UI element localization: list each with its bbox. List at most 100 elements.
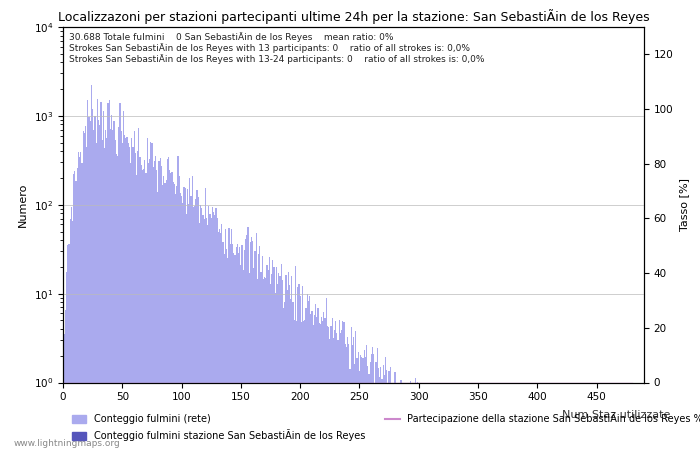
- Bar: [312, 311, 313, 450]
- Bar: [582, 382, 583, 450]
- Bar: [156, 170, 158, 450]
- Bar: [361, 357, 363, 450]
- Bar: [351, 345, 353, 450]
- Bar: [154, 161, 155, 450]
- Bar: [134, 153, 136, 450]
- Bar: [440, 382, 441, 450]
- Bar: [296, 320, 297, 450]
- Bar: [235, 247, 237, 450]
- Bar: [412, 382, 414, 450]
- Bar: [407, 382, 409, 450]
- Partecipazione della stazione San SebastiÃin de los Reyes %: [237, 380, 245, 385]
- Bar: [513, 382, 514, 450]
- Bar: [141, 165, 142, 450]
- Bar: [301, 322, 302, 450]
- Bar: [461, 382, 462, 450]
- Title: Localizzazoni per stazioni partecipanti ultime 24h per la stazione: San SebastiÃ: Localizzazoni per stazioni partecipanti …: [57, 9, 650, 24]
- Bar: [495, 382, 496, 450]
- Bar: [558, 382, 559, 450]
- Bar: [155, 156, 156, 450]
- Bar: [419, 382, 421, 450]
- Bar: [83, 131, 84, 450]
- Bar: [324, 318, 326, 450]
- Bar: [531, 382, 532, 450]
- Bar: [483, 382, 484, 450]
- Bar: [458, 382, 460, 450]
- Bar: [94, 117, 96, 450]
- Bar: [480, 382, 481, 450]
- Bar: [219, 230, 220, 450]
- Bar: [501, 382, 503, 450]
- Bar: [201, 208, 202, 450]
- Bar: [470, 382, 472, 450]
- Bar: [553, 382, 554, 450]
- Bar: [550, 382, 551, 450]
- Bar: [177, 156, 178, 450]
- Bar: [551, 382, 552, 450]
- Bar: [610, 382, 611, 450]
- Bar: [522, 382, 524, 450]
- Bar: [374, 382, 375, 450]
- Bar: [437, 382, 438, 450]
- Partecipazione della stazione San SebastiÃin de los Reyes %: [477, 380, 486, 385]
- Bar: [187, 189, 188, 450]
- Bar: [149, 159, 150, 450]
- Bar: [234, 255, 235, 450]
- Bar: [237, 244, 238, 450]
- Bar: [303, 321, 304, 450]
- Bar: [271, 274, 272, 450]
- Bar: [143, 170, 144, 450]
- Bar: [545, 382, 546, 450]
- Bar: [539, 382, 540, 450]
- Bar: [394, 372, 395, 450]
- Partecipazione della stazione San SebastiÃin de los Reyes %: [576, 380, 584, 385]
- Bar: [626, 382, 627, 450]
- Bar: [358, 352, 359, 450]
- Bar: [587, 382, 588, 450]
- Bar: [597, 382, 598, 450]
- Bar: [445, 382, 447, 450]
- Bar: [392, 382, 393, 450]
- Text: 30.688 Totale fulmini    0 San SebastiÃin de los Reyes    mean ratio: 0%: 30.688 Totale fulmini 0 San SebastiÃin d…: [69, 32, 393, 42]
- Bar: [421, 382, 423, 450]
- Bar: [561, 382, 563, 450]
- Bar: [384, 375, 385, 450]
- Bar: [494, 382, 495, 450]
- Bar: [117, 156, 118, 450]
- Bar: [207, 225, 209, 450]
- Bar: [342, 321, 344, 450]
- Bar: [540, 382, 541, 450]
- Bar: [257, 279, 258, 450]
- Bar: [136, 175, 137, 450]
- Bar: [631, 382, 633, 450]
- Bar: [431, 382, 433, 450]
- Bar: [626, 382, 628, 450]
- Bar: [323, 311, 324, 450]
- Bar: [430, 382, 431, 450]
- Bar: [86, 147, 88, 450]
- Bar: [260, 272, 262, 450]
- Bar: [528, 382, 530, 450]
- Bar: [566, 382, 568, 450]
- Bar: [493, 382, 494, 450]
- Bar: [167, 159, 168, 450]
- Bar: [317, 308, 318, 450]
- Bar: [538, 382, 539, 450]
- Bar: [337, 340, 339, 450]
- Bar: [424, 382, 425, 450]
- Bar: [444, 382, 445, 450]
- Bar: [241, 245, 243, 450]
- Bar: [302, 286, 303, 450]
- Bar: [429, 382, 430, 450]
- Bar: [309, 296, 310, 450]
- Bar: [290, 299, 291, 450]
- Bar: [486, 382, 487, 450]
- Bar: [189, 178, 190, 450]
- Bar: [596, 382, 597, 450]
- Bar: [305, 308, 307, 450]
- Bar: [103, 111, 104, 450]
- Bar: [150, 142, 151, 450]
- Bar: [619, 382, 620, 450]
- Bar: [223, 242, 224, 450]
- Text: Strokes San SebastiÃin de los Reyes with 13 participants: 0    ratio of all stro: Strokes San SebastiÃin de los Reyes with…: [69, 43, 470, 53]
